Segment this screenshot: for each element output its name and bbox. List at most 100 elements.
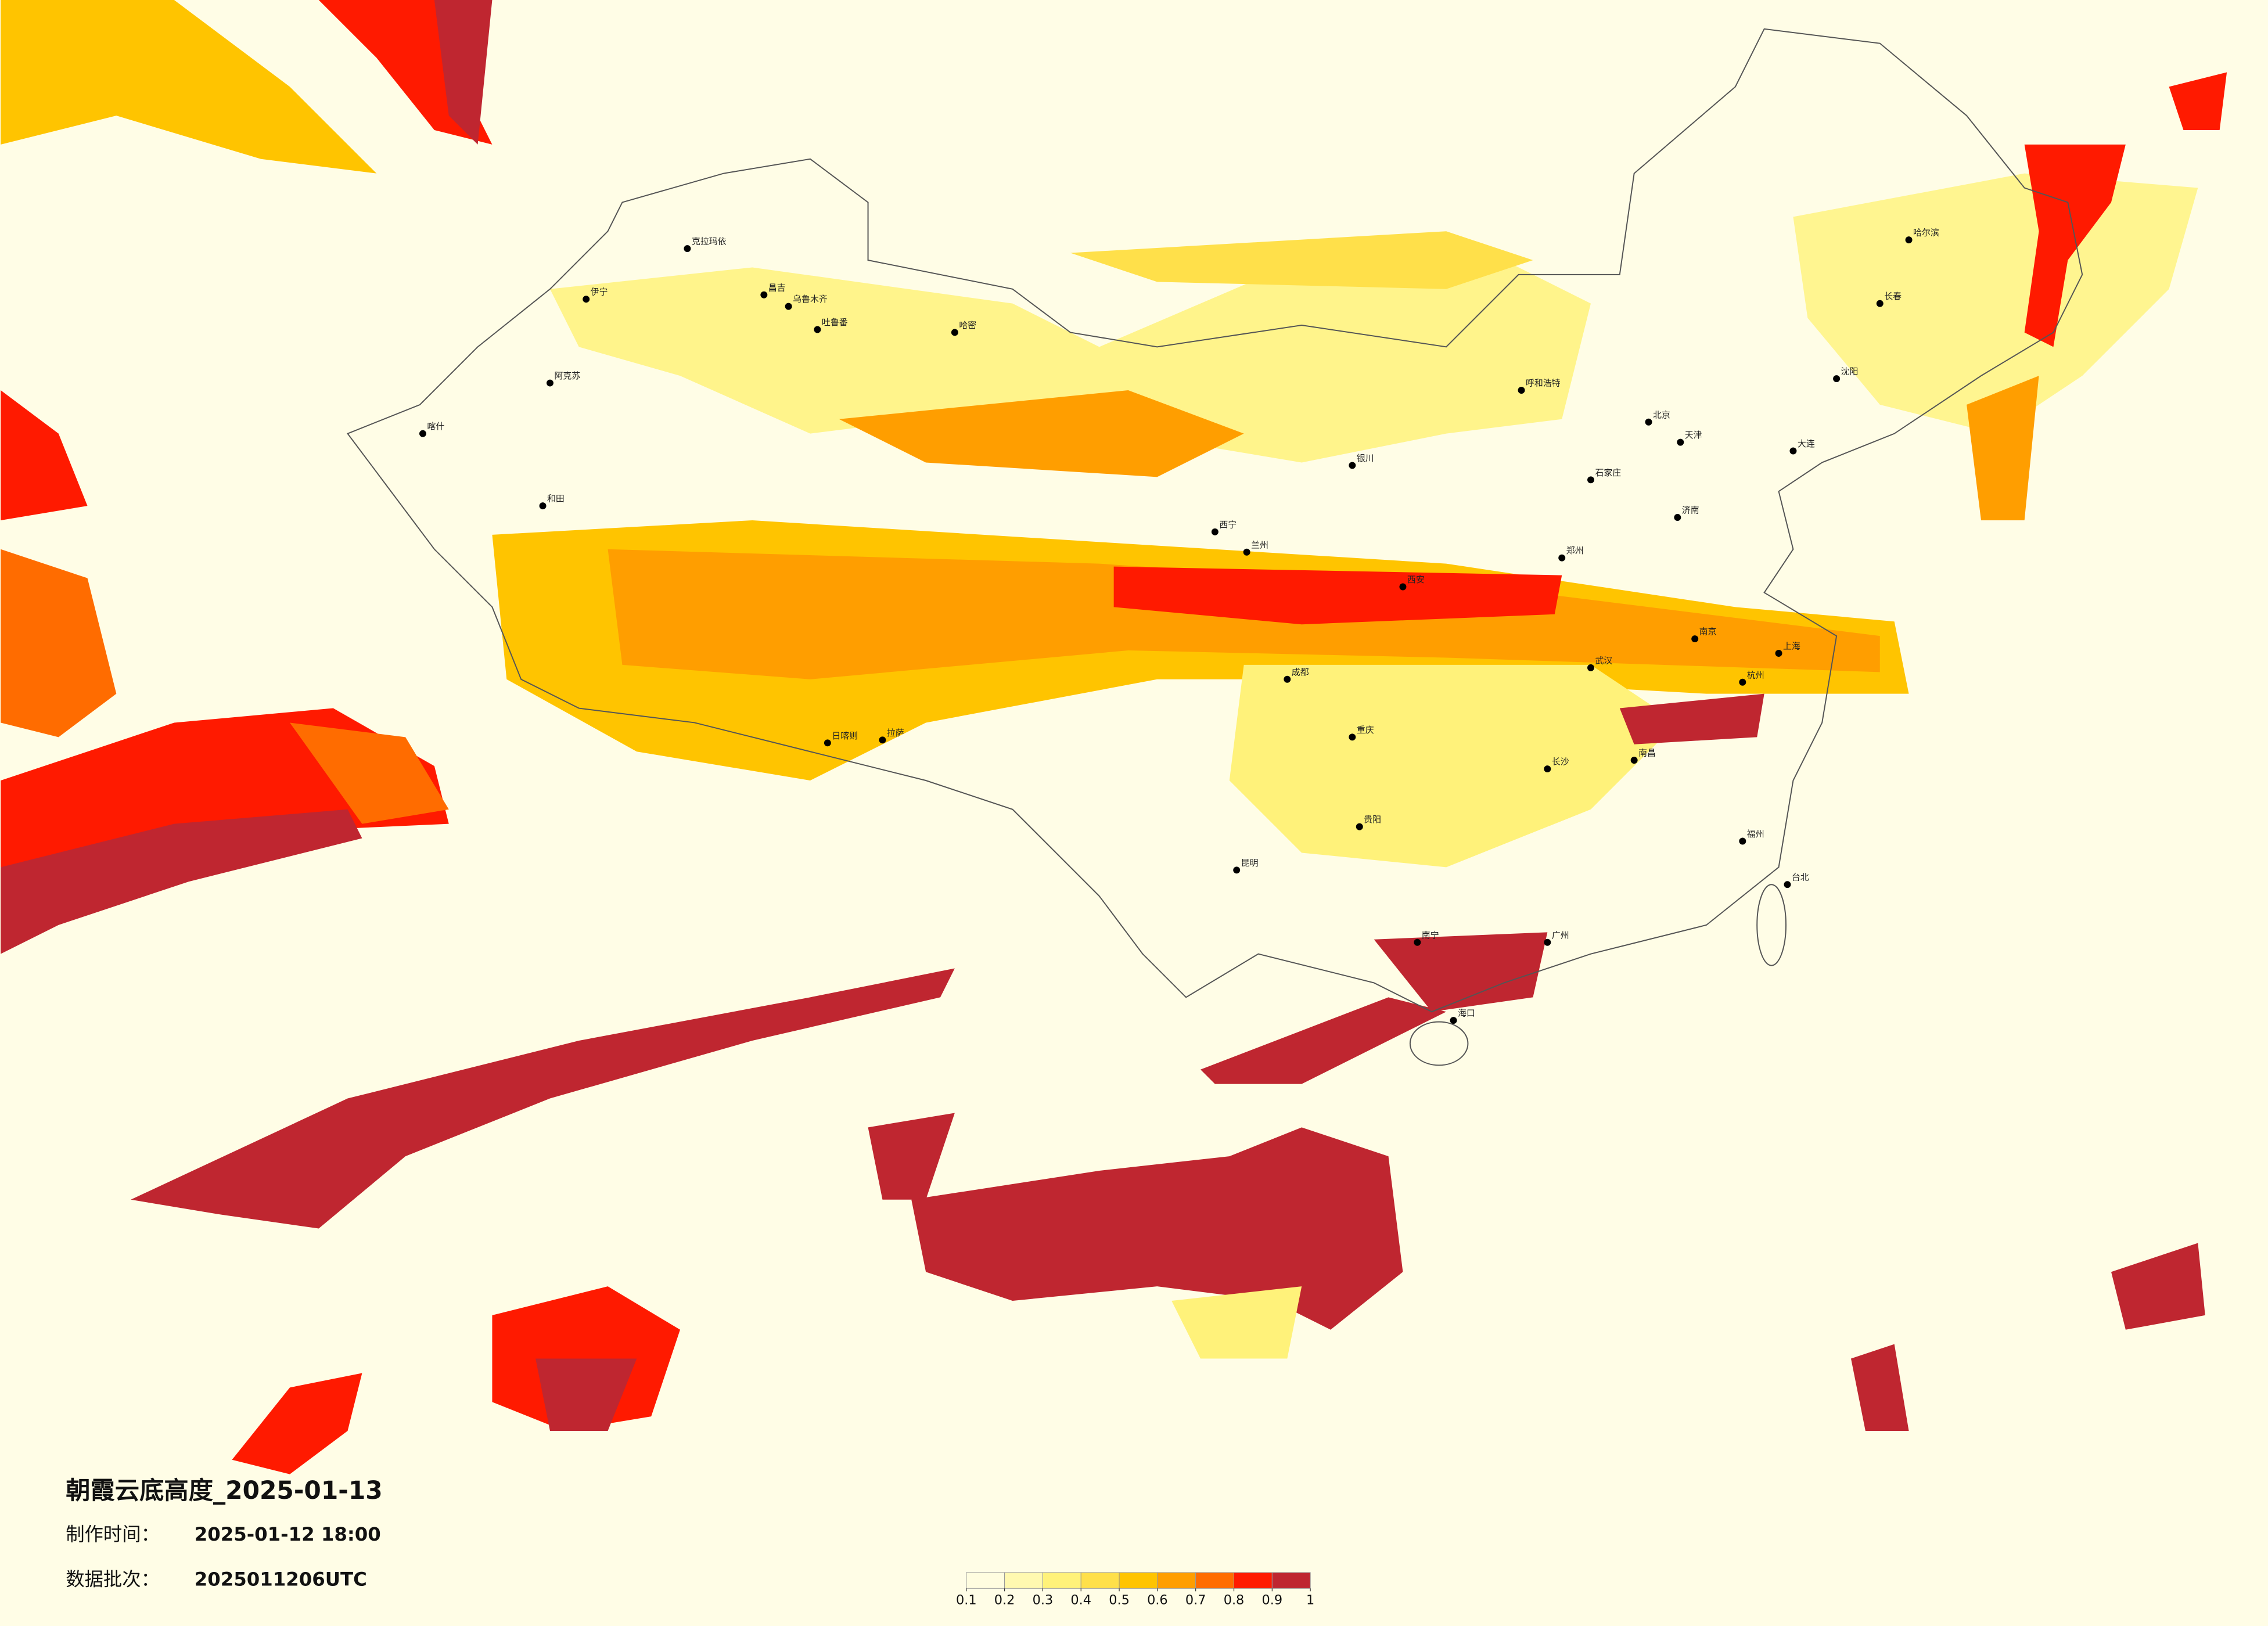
city-dot	[1233, 866, 1241, 874]
city-dot	[1518, 387, 1525, 394]
city-dot	[1243, 548, 1250, 556]
city-dot	[539, 502, 547, 510]
boundary-layer	[346, 28, 2083, 1066]
city-label: 成都	[1292, 667, 1309, 677]
city-label: 长沙	[1552, 757, 1569, 767]
city-label: 银川	[1357, 453, 1374, 463]
city-dot	[1450, 1017, 1457, 1024]
city-dot	[1284, 675, 1291, 683]
city-label: 长春	[1884, 291, 1902, 301]
city-label: 重庆	[1357, 725, 1374, 735]
map-title: 朝霞云底高度_2025-01-13	[66, 1476, 382, 1505]
colorbar-tick-label: 0.9	[1262, 1593, 1283, 1608]
city-label: 呼和浩特	[1526, 378, 1561, 388]
city-label: 伊宁	[591, 287, 608, 297]
city-dot	[1833, 375, 1841, 383]
colorbar-cell	[1004, 1572, 1043, 1589]
colorbar-tick-label: 0.2	[994, 1593, 1015, 1608]
city-dot	[1739, 837, 1746, 845]
city-dot	[814, 326, 821, 333]
city-dot	[1905, 236, 1913, 244]
city-label: 哈密	[959, 320, 976, 330]
colorbar: 0.1 0.2 0.3 0.4 0.5 0.6 0.7 0.8 0.9 1	[956, 1572, 1314, 1608]
city-label: 台北	[1792, 872, 1809, 883]
city-label: 西宁	[1219, 519, 1237, 530]
colorbar-cell	[1080, 1572, 1120, 1589]
info-label: 数据批次：	[66, 1568, 160, 1590]
city-label: 贵阳	[1364, 814, 1381, 825]
colorbar-cell	[1042, 1572, 1081, 1589]
city-dot	[1211, 528, 1219, 535]
city-dot	[1876, 300, 1884, 307]
colorbar-cell	[966, 1572, 1005, 1589]
city-dot	[1789, 447, 1797, 455]
info-value: 2025011206UTC	[195, 1568, 367, 1590]
city-label: 南京	[1699, 627, 1717, 637]
city-label: 杭州	[1747, 670, 1764, 680]
city-label: 南宁	[1422, 930, 1439, 940]
city-dot	[547, 379, 553, 387]
colorbar-tick-label: 0.7	[1185, 1593, 1206, 1608]
city-label: 拉萨	[887, 728, 904, 738]
colorbar-cell	[1234, 1572, 1273, 1589]
info-value: 2025-01-12 18:00	[195, 1523, 381, 1545]
colorbar-cell	[1157, 1572, 1196, 1589]
city-dot	[1739, 678, 1746, 686]
city-label: 西安	[1407, 574, 1425, 585]
city-label: 日喀则	[832, 731, 858, 741]
city-dot	[419, 430, 426, 437]
city-label: 福州	[1747, 829, 1764, 839]
city-dot	[1645, 418, 1652, 426]
colorbar-tick-label: 0.1	[956, 1593, 977, 1608]
city-label: 郑州	[1566, 545, 1584, 556]
city-label: 兰州	[1251, 539, 1268, 550]
city-dot	[1691, 635, 1699, 643]
colorbar-cell	[1271, 1572, 1311, 1589]
city-dot	[879, 736, 886, 744]
colorbar-tick-label: 0.4	[1070, 1593, 1091, 1608]
city-dot	[1558, 554, 1566, 562]
city-dot	[1414, 938, 1421, 946]
city-label: 昆明	[1241, 858, 1259, 868]
city-label: 天津	[1685, 430, 1702, 440]
city-label: 喀什	[427, 421, 444, 431]
city-dot	[824, 739, 831, 747]
info-label: 制作时间：	[66, 1523, 160, 1545]
city-label: 济南	[1682, 505, 1699, 516]
city-dot	[1784, 881, 1791, 888]
colorbar-tick-label: 0.5	[1109, 1593, 1130, 1608]
colorbar-cell	[1195, 1572, 1235, 1589]
city-dot	[1349, 733, 1356, 741]
city-dot	[1544, 938, 1551, 946]
city-label: 吐鲁番	[822, 317, 848, 328]
colorbar-cell	[1119, 1572, 1158, 1589]
city-label: 石家庄	[1595, 467, 1621, 478]
city-dot	[1356, 823, 1363, 830]
city-label: 昌吉	[768, 282, 786, 293]
city-label: 哈尔滨	[1913, 228, 1939, 238]
colorbar-tick-label: 1	[1306, 1593, 1314, 1608]
city-label: 南昌	[1638, 748, 1656, 758]
city-dot	[1349, 462, 1356, 469]
city-dot	[1630, 757, 1638, 764]
colorbar-tick-label: 0.6	[1147, 1593, 1168, 1608]
city-dot	[1587, 664, 1594, 671]
city-label: 北京	[1653, 409, 1670, 420]
city-label: 沈阳	[1841, 366, 1859, 377]
city-dot	[1674, 514, 1681, 521]
city-dot	[785, 303, 792, 310]
city-dot	[1544, 765, 1551, 773]
city-label: 上海	[1783, 641, 1800, 652]
colorbar-tick-label: 0.8	[1224, 1593, 1245, 1608]
city-label: 海口	[1458, 1008, 1475, 1019]
city-dot	[684, 245, 691, 253]
city-label: 阿克苏	[554, 370, 580, 381]
city-label: 武汉	[1595, 655, 1612, 665]
city-dot	[760, 291, 768, 298]
city-dot	[1399, 583, 1407, 591]
city-dot	[1587, 476, 1594, 484]
city-label: 克拉玛依	[692, 236, 727, 247]
city-label: 广州	[1552, 930, 1569, 940]
city-label: 大连	[1798, 438, 1815, 449]
